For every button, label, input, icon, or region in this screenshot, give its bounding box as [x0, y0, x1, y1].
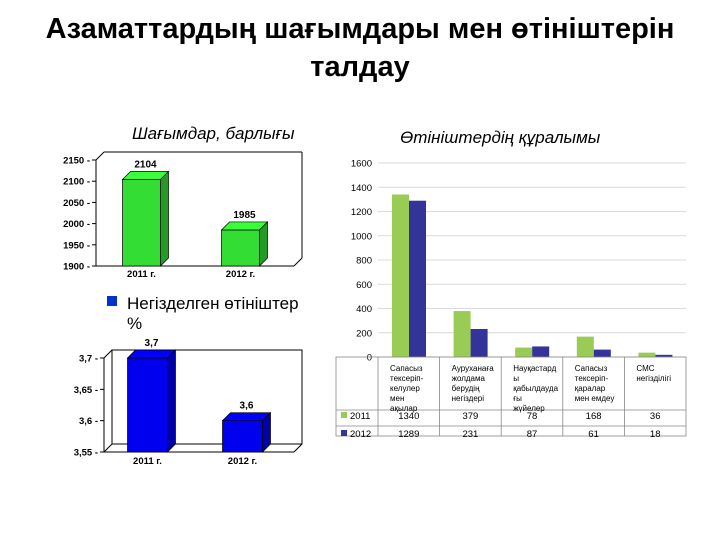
complaints-bar [122, 179, 161, 267]
structure-value-label: 36 [650, 411, 661, 422]
structure-legend-label: 2012 [350, 429, 371, 440]
structure-bar-2011 [453, 311, 471, 357]
justified-y-tick-label: 3,55 - [74, 448, 98, 459]
justified-bar [127, 357, 168, 453]
structure-y-tick-label: 200 [356, 328, 372, 339]
justified-data-label: 3,6 [240, 401, 254, 412]
complaints-y-tick-label: 2050 - [63, 198, 90, 209]
structure-category-label: тексеріп- [575, 374, 609, 383]
complaints-y-tick-label: 2100 - [63, 177, 90, 188]
justified-y-tick-label: 3,6 - [79, 416, 98, 427]
structure-bar-2011 [392, 194, 409, 357]
complaints-bar-side [259, 221, 268, 267]
title-line-2: талдау [310, 51, 410, 83]
structure-category-label: мен емдеу [575, 394, 615, 403]
complaints-bar-side [160, 170, 169, 267]
complaints-depth-edge [293, 257, 303, 267]
complaints-bar [221, 229, 260, 267]
structure-category-label: негіздері [452, 394, 485, 403]
structure-category-label: ғы [513, 394, 522, 403]
structure-category-label: Сапасыз [575, 364, 608, 373]
justified-y-tick-label: 3,7 - [79, 354, 98, 365]
structure-category-label: берудің [452, 384, 480, 393]
structure-bar-2011 [576, 336, 594, 357]
structure-bar-2011 [515, 347, 533, 357]
justified-data-label: 3,7 [145, 338, 159, 349]
structure-value-label: 168 [586, 411, 602, 422]
complaints-data-label: 1985 [233, 210, 256, 221]
slide-title: Азаматтардың шағымдары мен өтініштерін т… [30, 10, 690, 86]
justified-depth-edge [103, 443, 113, 453]
structure-value-label: 18 [650, 429, 661, 440]
structure-category-label: келулер [390, 384, 420, 393]
structure-y-tick-label: 1400 [351, 183, 372, 194]
justified-legend-label: Негізделген өтініштер % [127, 294, 299, 333]
justified-bar-side [167, 349, 176, 453]
structure-y-tick-label: 400 [356, 304, 372, 315]
structure-y-tick-label: 1200 [351, 207, 372, 218]
structure-legend-label: 2011 [350, 411, 370, 422]
structure-y-tick-label: 600 [356, 280, 372, 291]
structure-y-tick-label: 800 [356, 256, 372, 267]
complaints-y-tick-label: 2150 - [63, 156, 90, 167]
structure-category-label: ақылар [390, 404, 418, 413]
structure-y-tick-label: 0 [367, 353, 372, 364]
structure-bar-2012 [409, 200, 426, 357]
structure-value-label: 78 [527, 411, 538, 422]
structure-legend-swatch-2012 [341, 430, 347, 436]
structure-category-label: жолдама [452, 374, 486, 383]
structure-y-tick-label: 1000 [351, 231, 372, 242]
structure-category-label: Ауруханаға [452, 364, 495, 373]
structure-bar-2011 [638, 352, 656, 357]
structure-value-label: 1289 [398, 429, 419, 440]
justified-x-tick-label: 2011 г. [133, 456, 162, 467]
complaints-x-tick-label: 2012 г. [226, 269, 255, 280]
structure-table-frame [335, 356, 687, 437]
structure-value-label: 61 [588, 429, 599, 440]
legend-swatch [107, 296, 117, 306]
structure-value-label: 231 [462, 429, 478, 440]
justified-x-tick-label: 2012 г. [228, 456, 257, 467]
structure-category-label: ы [513, 374, 519, 383]
complaints-depth-edge [95, 151, 105, 161]
structure-subtitle: Өтініштердің құралымы [400, 128, 601, 147]
structure-category-label: тексеріп- [390, 374, 424, 383]
complaints-y-tick-label: 2000 - [63, 219, 90, 230]
structure-category-label: қаралар [575, 384, 606, 393]
structure-category-label: СМС [636, 364, 654, 373]
structure-category-label: негізділігі [636, 374, 671, 383]
structure-bar-2012 [655, 354, 673, 357]
structure-legend-swatch-2011 [341, 412, 347, 418]
structure-category-label: жүйелер [513, 404, 545, 413]
complaints-y-tick-label: 1900 - [63, 262, 90, 273]
structure-category-label: Науқастард [513, 364, 556, 373]
structure-category-label: қабылдауда [513, 384, 558, 393]
justified-bar [222, 420, 263, 453]
justified-y-tick-label: 3,65 - [74, 385, 98, 396]
structure-y-tick-label: 1600 [351, 159, 372, 170]
structure-category-label: мен [390, 394, 404, 403]
structure-value-label: 379 [462, 411, 478, 422]
structure-value-label: 87 [527, 429, 538, 440]
complaints-data-label: 2104 [134, 160, 157, 171]
structure-value-label: 1340 [398, 411, 419, 422]
justified-bar-side [262, 411, 271, 453]
complaints-y-tick-label: 1950 - [63, 240, 90, 251]
complaints-x-tick-label: 2011 г. [127, 269, 156, 280]
title-line-1: Азаматтардың шағымдары мен өтініштерін [45, 13, 675, 45]
justified-frame [103, 349, 303, 453]
structure-category-label: Сапасыз [390, 364, 423, 373]
structure-bar-2012 [470, 328, 488, 357]
structure-bar-2012 [593, 349, 611, 357]
structure-bar-2012 [532, 346, 550, 357]
complaints-subtitle: Шағымдар, барлығы [132, 124, 295, 143]
